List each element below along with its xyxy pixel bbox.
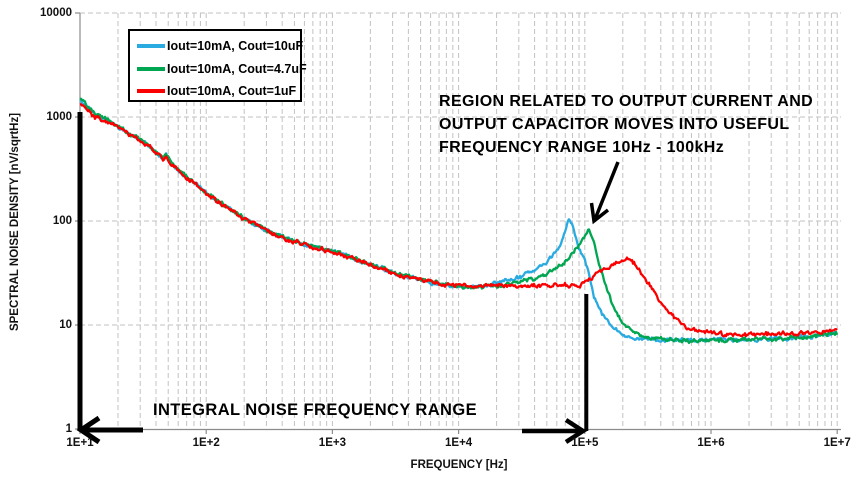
region-callout-arrow — [593, 161, 620, 219]
y-axis-title: SPECTRAL NOISE DENSITY [nV/sqrtHz] — [9, 112, 21, 332]
legend-item: Iout=10mA, Cout=4.7uF — [137, 58, 307, 81]
y-tick-label: 1 — [65, 423, 72, 435]
noise-curve-2 — [79, 103, 838, 338]
legend: Iout=10mA, Cout=10uF Iout=10mA, Cout=4.7u… — [128, 29, 307, 103]
integral-noise-annotation: INTEGRAL NOISE FREQUENCY RANGE — [153, 401, 478, 419]
legend-color-swatch — [137, 66, 165, 71]
x-tick-label: 1E+1 — [66, 437, 94, 449]
x-tick-label: 1E+5 — [571, 437, 599, 449]
integral-range-arrowhead-left — [76, 415, 101, 445]
y-tick-label: 10000 — [40, 7, 72, 19]
x-tick-label: 1E+4 — [445, 437, 473, 449]
y-tick-label: 100 — [52, 215, 72, 227]
legend-label: Iout=10mA, Cout=10uF — [167, 39, 304, 54]
legend-item: Iout=10mA, Cout=1uF — [137, 80, 300, 103]
y-tick-label: 10 — [59, 319, 72, 331]
y-tick-label: 1000 — [46, 111, 72, 123]
legend-color-swatch — [137, 44, 165, 49]
legend-color-swatch — [137, 89, 165, 94]
region-callout-arrowhead — [589, 202, 610, 225]
legend-item: Iout=10mA, Cout=10uF — [137, 35, 304, 58]
x-tick-label: 1E+7 — [823, 437, 851, 449]
integral-range-arrowhead-right — [564, 418, 588, 444]
region-annotation: REGION RELATED TO OUTPUT CURRENT AND OUT… — [439, 90, 859, 159]
legend-label: Iout=10mA, Cout=1uF — [167, 84, 297, 99]
region-annotation-line-1: REGION RELATED TO OUTPUT CURRENT AND — [439, 93, 814, 110]
x-axis-title: FREQUENCY [Hz] — [410, 459, 508, 471]
x-tick-label: 1E+2 — [192, 437, 220, 449]
legend-label: Iout=10mA, Cout=4.7uF — [167, 61, 307, 76]
region-annotation-line-2: OUTPUT CAPACITOR MOVES INTO USEFUL — [439, 116, 790, 133]
x-tick-label: 1E+3 — [318, 437, 346, 449]
x-tick-label: 1E+6 — [697, 437, 725, 449]
region-annotation-line-3: FREQUENCY RANGE 10Hz - 100kHz — [439, 139, 725, 156]
